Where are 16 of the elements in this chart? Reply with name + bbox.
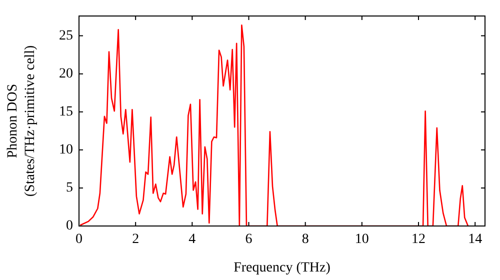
y-tick-label: 5 (66, 180, 73, 196)
x-tick-label: 4 (188, 232, 196, 248)
y-tick-label: 10 (59, 142, 73, 158)
x-tick-label: 10 (354, 232, 369, 248)
x-tick-label: 14 (468, 232, 482, 248)
x-tick-label: 8 (302, 232, 309, 248)
x-tick-label: 6 (245, 232, 252, 248)
x-tick-label: 0 (76, 232, 82, 248)
x-tick-label: 12 (412, 232, 426, 248)
y-tick-label: 25 (59, 28, 73, 44)
y-tick-label: 15 (59, 104, 73, 120)
x-tick-label: 2 (132, 232, 140, 248)
y-axis-title: Phonon DOS (States/THz·primitive cell) (5, 45, 38, 197)
y-tick-label: 0 (66, 218, 73, 234)
y-tick-label: 20 (59, 66, 73, 82)
x-axis-title: Frequency (THz) (234, 260, 331, 276)
